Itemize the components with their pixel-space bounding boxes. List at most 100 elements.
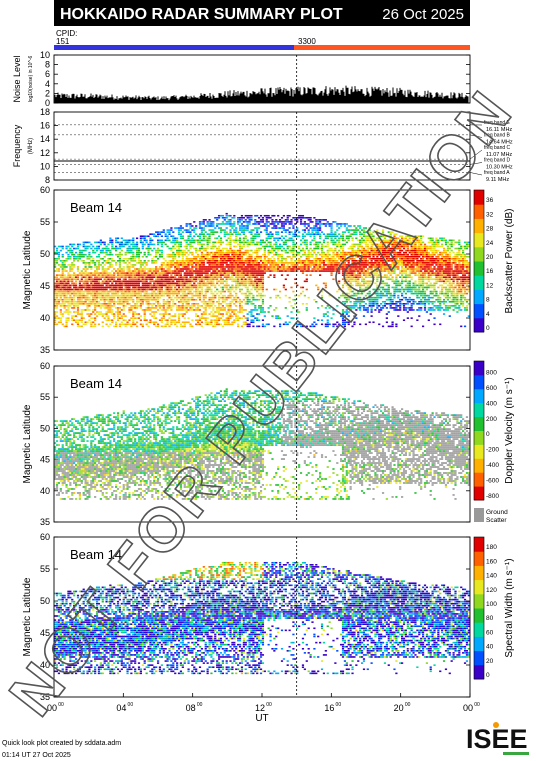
scatter-cell bbox=[61, 284, 64, 287]
scatter-cell bbox=[78, 251, 81, 254]
scatter-cell bbox=[221, 315, 224, 317]
scatter-cell bbox=[275, 243, 278, 246]
scatter-cell bbox=[82, 317, 85, 319]
scatter-cell bbox=[177, 305, 181, 307]
scatter-cell bbox=[166, 239, 169, 242]
scatter-cell bbox=[160, 288, 163, 291]
scatter-cell bbox=[166, 276, 169, 278]
scatter-cell bbox=[294, 235, 297, 238]
scatter-cell bbox=[164, 260, 167, 262]
scatter-cell bbox=[54, 307, 57, 309]
scatter-cell bbox=[160, 276, 163, 278]
scatter-cell bbox=[319, 221, 322, 223]
scatter-cell bbox=[78, 296, 81, 299]
scatter-cell bbox=[76, 303, 80, 305]
scatter-cell bbox=[67, 305, 70, 307]
scatter-cell bbox=[200, 260, 204, 262]
scatter-cell bbox=[210, 274, 213, 276]
scatter-cell bbox=[261, 225, 265, 227]
scatter-cell bbox=[229, 251, 232, 254]
scatter-cell bbox=[101, 294, 104, 297]
scatter-cell bbox=[109, 294, 112, 297]
scatter-cell bbox=[181, 298, 184, 301]
scatter-cell bbox=[55, 282, 59, 285]
scatter-cell bbox=[162, 303, 165, 305]
scatter-cell bbox=[124, 296, 127, 299]
scatter-cell bbox=[286, 255, 289, 258]
scatter-cell bbox=[216, 319, 219, 322]
scatter-cell bbox=[141, 235, 144, 238]
scatter-cell bbox=[237, 280, 240, 283]
scatter-cell bbox=[326, 223, 329, 225]
scatter-cell bbox=[271, 235, 274, 238]
scatter-cell bbox=[284, 221, 287, 223]
scatter-cell bbox=[336, 245, 339, 248]
scatter-cell bbox=[265, 243, 268, 246]
scatter-cell bbox=[74, 280, 78, 283]
scatter-cell bbox=[126, 284, 129, 287]
scatter-cell bbox=[74, 288, 78, 291]
scatter-cell bbox=[343, 303, 347, 305]
scatter-cell bbox=[160, 241, 163, 244]
scatter-cell bbox=[84, 278, 87, 281]
scatter-cell bbox=[307, 231, 310, 233]
scatter-cell bbox=[284, 294, 287, 297]
scatter-cell bbox=[168, 270, 171, 272]
scatter-cell bbox=[71, 278, 74, 281]
scatter-cell bbox=[225, 260, 228, 262]
scatter-cell bbox=[139, 278, 142, 281]
scatter-cell bbox=[212, 225, 215, 227]
scatter-cell bbox=[208, 276, 211, 278]
scatter-cell bbox=[111, 321, 114, 324]
scatter-cell bbox=[130, 288, 133, 291]
scatter-cell bbox=[296, 317, 299, 319]
scatter-cell bbox=[95, 303, 99, 305]
scatter-cell bbox=[338, 323, 341, 326]
scatter-cell bbox=[168, 268, 171, 270]
scatter-cell bbox=[160, 313, 163, 315]
scatter-cell bbox=[235, 317, 238, 319]
scatter-cell bbox=[299, 270, 303, 272]
scatter-cell bbox=[252, 262, 255, 264]
scatter-cell bbox=[250, 237, 253, 240]
scatter-cell bbox=[305, 223, 308, 225]
scatter-cell bbox=[345, 241, 348, 244]
scatter-cell bbox=[101, 262, 104, 264]
scatter-cell bbox=[103, 247, 106, 250]
scatter-cell bbox=[294, 294, 297, 297]
scatter-cell bbox=[153, 315, 156, 317]
scatter-cell bbox=[82, 309, 85, 311]
scatter-cell bbox=[94, 272, 97, 274]
scatter-cell bbox=[177, 315, 181, 317]
scatter-cell bbox=[174, 315, 177, 317]
scatter-cell bbox=[221, 280, 224, 283]
scatter-cell bbox=[55, 268, 59, 270]
scatter-cell bbox=[105, 305, 108, 307]
scatter-cell bbox=[214, 319, 217, 322]
scatter-cell bbox=[231, 311, 234, 313]
freq-yunit: (MHz) bbox=[28, 138, 34, 154]
scatter-cell bbox=[340, 264, 343, 266]
scatter-cell bbox=[212, 296, 215, 299]
scatter-cell bbox=[139, 323, 142, 326]
scatter-cell bbox=[189, 227, 192, 229]
scatter-cell bbox=[134, 280, 137, 283]
scatter-cell bbox=[118, 284, 122, 287]
scatter-cell bbox=[237, 270, 240, 272]
scatter-cell bbox=[219, 229, 223, 231]
scatter-cell bbox=[143, 288, 146, 291]
scatter-cell bbox=[217, 235, 221, 238]
scatter-cell bbox=[71, 266, 74, 268]
scatter-cell bbox=[191, 280, 194, 283]
scatter-cell bbox=[156, 323, 160, 326]
scatter-cell bbox=[94, 309, 97, 311]
scatter-cell bbox=[322, 260, 326, 262]
scatter-cell bbox=[219, 260, 223, 262]
scatter-cell bbox=[252, 264, 255, 266]
scatter-cell bbox=[259, 292, 263, 295]
scatter-cell bbox=[135, 325, 139, 328]
scatter-cell bbox=[94, 241, 97, 244]
scatter-cell bbox=[153, 284, 156, 287]
scatter-cell bbox=[193, 221, 196, 223]
scatter-cell bbox=[197, 305, 200, 307]
